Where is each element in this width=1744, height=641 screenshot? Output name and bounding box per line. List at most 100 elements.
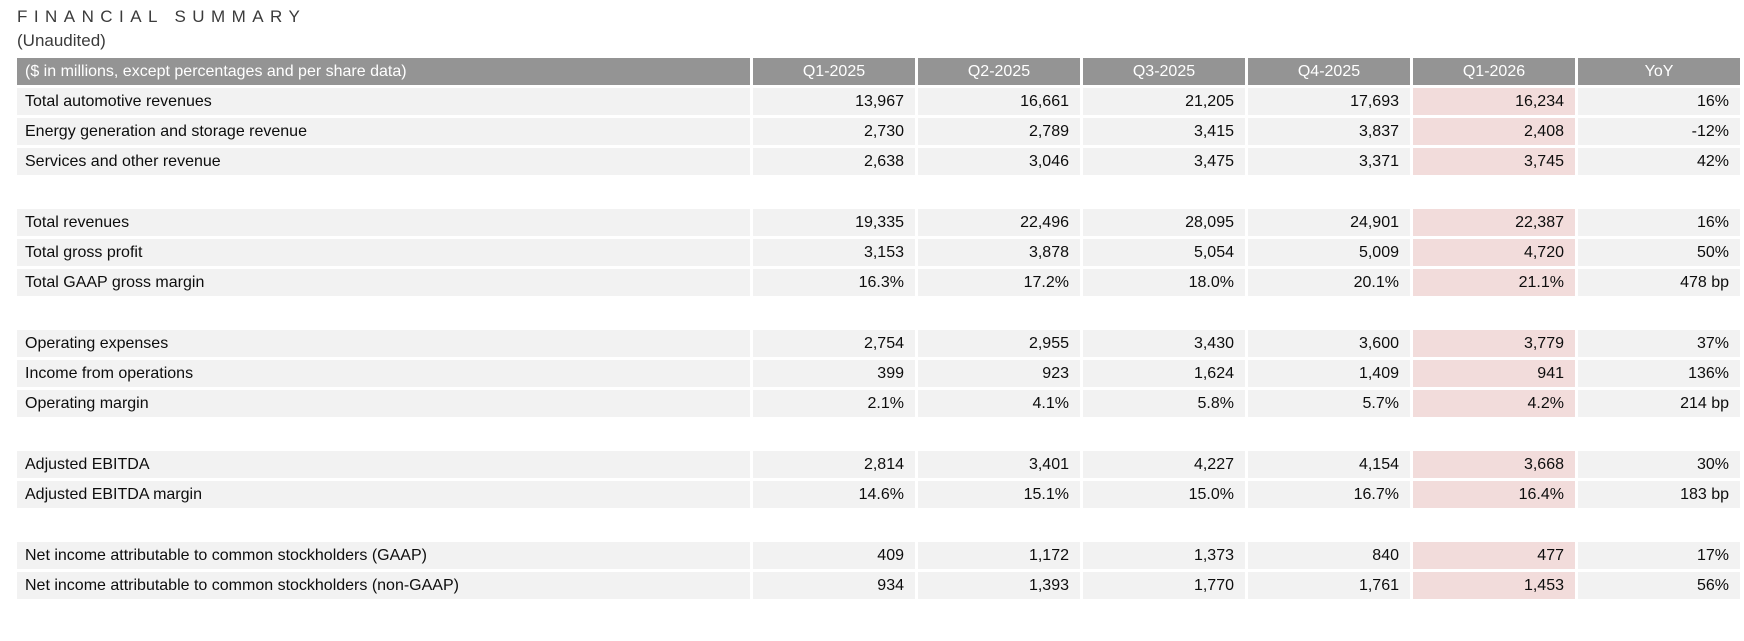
cell-q3-2025: 3,415 (1083, 118, 1245, 145)
cell-q4-2025: 5.7% (1248, 390, 1410, 417)
cell-yoy: 214 bp (1578, 390, 1740, 417)
cell-yoy: 16% (1578, 209, 1740, 236)
cell-q4-2025: 3,837 (1248, 118, 1410, 145)
section-spacer (17, 299, 1740, 330)
table-header-row: ($ in millions, except percentages and p… (17, 58, 1740, 85)
row-label: Income from operations (17, 360, 750, 387)
table-row: Net income attributable to common stockh… (17, 542, 1740, 569)
cell-q1-2026: 3,779 (1413, 330, 1575, 357)
cell-q1-2026: 22,387 (1413, 209, 1575, 236)
row-label: Operating expenses (17, 330, 750, 357)
table-row: Income from operations 399 923 1,624 1,409 94… (17, 360, 1740, 387)
cell-q1-2025: 2,638 (753, 148, 915, 175)
table-row: Total GAAP gross margin 16.3% 17.2% 18.0% 20… (17, 269, 1740, 296)
cell-q1-2025: 934 (753, 572, 915, 599)
cell-q3-2025: 5,054 (1083, 239, 1245, 266)
row-label: Energy generation and storage revenue (17, 118, 750, 145)
cell-q3-2025: 1,770 (1083, 572, 1245, 599)
cell-q1-2026: 21.1% (1413, 269, 1575, 296)
cell-yoy: 37% (1578, 330, 1740, 357)
row-label: Total revenues (17, 209, 750, 236)
cell-q3-2025: 3,475 (1083, 148, 1245, 175)
cell-q1-2025: 2.1% (753, 390, 915, 417)
cell-q2-2025: 15.1% (918, 481, 1080, 508)
cell-q2-2025: 17.2% (918, 269, 1080, 296)
cell-q1-2025: 2,814 (753, 451, 915, 478)
row-label: Adjusted EBITDA (17, 451, 750, 478)
column-header-q1-2026: Q1-2026 (1413, 58, 1575, 85)
cell-q4-2025: 3,600 (1248, 330, 1410, 357)
table-row: Net income attributable to common stockh… (17, 572, 1740, 599)
column-header-yoy: YoY (1578, 58, 1740, 85)
cell-q4-2025: 840 (1248, 542, 1410, 569)
row-label: Total GAAP gross margin (17, 269, 750, 296)
cell-q4-2025: 20.1% (1248, 269, 1410, 296)
cell-yoy: 183 bp (1578, 481, 1740, 508)
cell-q2-2025: 2,955 (918, 330, 1080, 357)
table-row: Total revenues 19,335 22,496 28,095 24,901 22… (17, 209, 1740, 236)
cell-q1-2026: 3,745 (1413, 148, 1575, 175)
cell-q1-2025: 14.6% (753, 481, 915, 508)
row-label: Services and other revenue (17, 148, 750, 175)
cell-q1-2025: 3,153 (753, 239, 915, 266)
cell-q1-2026: 4.2% (1413, 390, 1575, 417)
cell-yoy: 56% (1578, 572, 1740, 599)
cell-q1-2025: 13,967 (753, 88, 915, 115)
table-row: Operating expenses 2,754 2,955 3,430 3,600 3,… (17, 330, 1740, 357)
page-subtitle: (Unaudited) (17, 31, 106, 50)
cell-q3-2025: 18.0% (1083, 269, 1245, 296)
table-row: Total automotive revenues 13,967 16,661 21,… (17, 88, 1740, 115)
column-header-q1-2025: Q1-2025 (753, 58, 915, 85)
cell-q2-2025: 3,878 (918, 239, 1080, 266)
cell-q4-2025: 17,693 (1248, 88, 1410, 115)
cell-q3-2025: 3,430 (1083, 330, 1245, 357)
cell-yoy: 16% (1578, 88, 1740, 115)
cell-q4-2025: 5,009 (1248, 239, 1410, 266)
cell-yoy: 478 bp (1578, 269, 1740, 296)
cell-yoy: 30% (1578, 451, 1740, 478)
row-label: Net income attributable to common stockh… (17, 572, 750, 599)
cell-q3-2025: 5.8% (1083, 390, 1245, 417)
cell-q1-2025: 16.3% (753, 269, 915, 296)
financial-summary-table: ($ in millions, except percentages and p… (17, 58, 1740, 599)
cell-q1-2025: 399 (753, 360, 915, 387)
cell-yoy: 50% (1578, 239, 1740, 266)
cell-q2-2025: 16,661 (918, 88, 1080, 115)
row-label: Operating margin (17, 390, 750, 417)
cell-q1-2026: 941 (1413, 360, 1575, 387)
column-header-q4-2025: Q4-2025 (1248, 58, 1410, 85)
column-header-q3-2025: Q3-2025 (1083, 58, 1245, 85)
cell-yoy: 17% (1578, 542, 1740, 569)
cell-q2-2025: 1,393 (918, 572, 1080, 599)
cell-q2-2025: 22,496 (918, 209, 1080, 236)
cell-q2-2025: 3,046 (918, 148, 1080, 175)
section-spacer (17, 420, 1740, 451)
cell-q2-2025: 1,172 (918, 542, 1080, 569)
table-row: Services and other revenue 2,638 3,046 3,47… (17, 148, 1740, 175)
cell-q4-2025: 4,154 (1248, 451, 1410, 478)
cell-q1-2025: 2,754 (753, 330, 915, 357)
row-label: Net income attributable to common stockh… (17, 542, 750, 569)
cell-q4-2025: 3,371 (1248, 148, 1410, 175)
section-spacer (17, 511, 1740, 542)
cell-q3-2025: 28,095 (1083, 209, 1245, 236)
cell-q1-2025: 2,730 (753, 118, 915, 145)
table-row: Energy generation and storage revenue 2,7… (17, 118, 1740, 145)
row-label: Total gross profit (17, 239, 750, 266)
financial-summary-page: FINANCIAL SUMMARY (Unaudited) ($ in mill… (17, 7, 1740, 599)
section-spacer (17, 178, 1740, 209)
table-header-corner-label: ($ in millions, except percentages and p… (17, 58, 750, 85)
cell-q2-2025: 2,789 (918, 118, 1080, 145)
cell-q3-2025: 1,624 (1083, 360, 1245, 387)
row-label: Total automotive revenues (17, 88, 750, 115)
cell-q1-2025: 409 (753, 542, 915, 569)
cell-q2-2025: 3,401 (918, 451, 1080, 478)
cell-q3-2025: 1,373 (1083, 542, 1245, 569)
cell-q3-2025: 4,227 (1083, 451, 1245, 478)
cell-q4-2025: 1,761 (1248, 572, 1410, 599)
cell-q3-2025: 21,205 (1083, 88, 1245, 115)
cell-yoy: 136% (1578, 360, 1740, 387)
cell-q1-2026: 3,668 (1413, 451, 1575, 478)
table-body: Total automotive revenues 13,967 16,661 21,… (17, 88, 1740, 599)
cell-q1-2026: 477 (1413, 542, 1575, 569)
